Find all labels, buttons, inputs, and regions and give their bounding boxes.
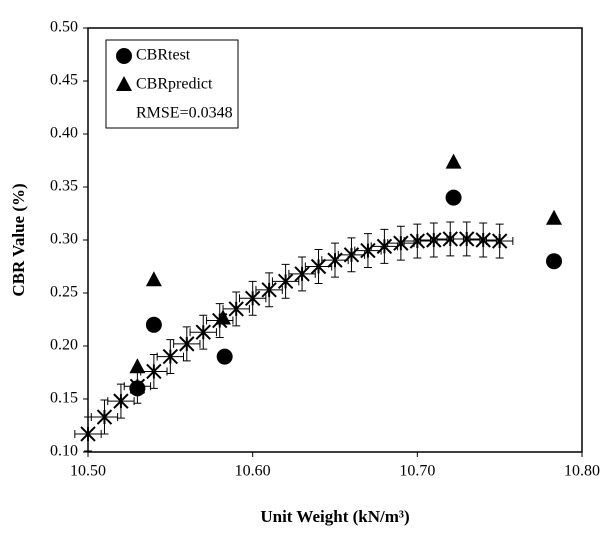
point [216, 348, 233, 365]
legend-label: CBRpredict [136, 76, 213, 93]
point [327, 252, 343, 268]
annotation: RMSE=0.0348 [136, 105, 233, 122]
y-tick-label: 0.40 [50, 125, 78, 142]
point [179, 336, 195, 352]
y-tick-label: 0.15 [50, 390, 78, 407]
point [228, 301, 244, 317]
point [445, 189, 462, 206]
y-tick-label: 0.10 [50, 443, 78, 460]
x-axis-title: Unit Weight (kN/m³) [260, 507, 409, 526]
x-tick-label: 10.60 [235, 463, 271, 480]
legend-marker [116, 48, 132, 64]
y-tick-label: 0.35 [50, 178, 78, 195]
y-tick-label: 0.50 [50, 19, 78, 36]
y-tick-label: 0.20 [50, 337, 78, 354]
point [244, 290, 261, 307]
point [145, 271, 162, 287]
point [277, 273, 294, 290]
point [546, 253, 563, 270]
point [546, 209, 563, 225]
point [475, 232, 491, 248]
point [212, 312, 228, 329]
point [146, 363, 162, 380]
y-tick-label: 0.25 [50, 284, 78, 301]
point [294, 266, 310, 282]
point [195, 324, 211, 340]
point [393, 235, 409, 251]
point [426, 232, 442, 248]
point [459, 231, 475, 247]
point [310, 258, 327, 275]
point [409, 233, 426, 249]
point [442, 231, 458, 247]
point [162, 348, 179, 365]
point [113, 393, 129, 409]
x-tick-label: 10.50 [70, 463, 106, 480]
x-tick-label: 10.70 [399, 463, 435, 480]
x-tick-label: 10.80 [564, 463, 600, 480]
point [129, 378, 146, 394]
point [80, 426, 96, 442]
y-tick-label: 0.45 [50, 72, 78, 89]
legend-label: CBRtest [136, 47, 191, 64]
point [491, 233, 508, 249]
legend-marker [116, 76, 132, 91]
point [96, 409, 113, 425]
point [376, 238, 393, 255]
point [445, 153, 462, 169]
point [261, 282, 277, 298]
y-axis-title: CBR Value (%) [9, 183, 28, 296]
point [145, 316, 162, 333]
y-tick-label: 0.30 [50, 231, 78, 248]
